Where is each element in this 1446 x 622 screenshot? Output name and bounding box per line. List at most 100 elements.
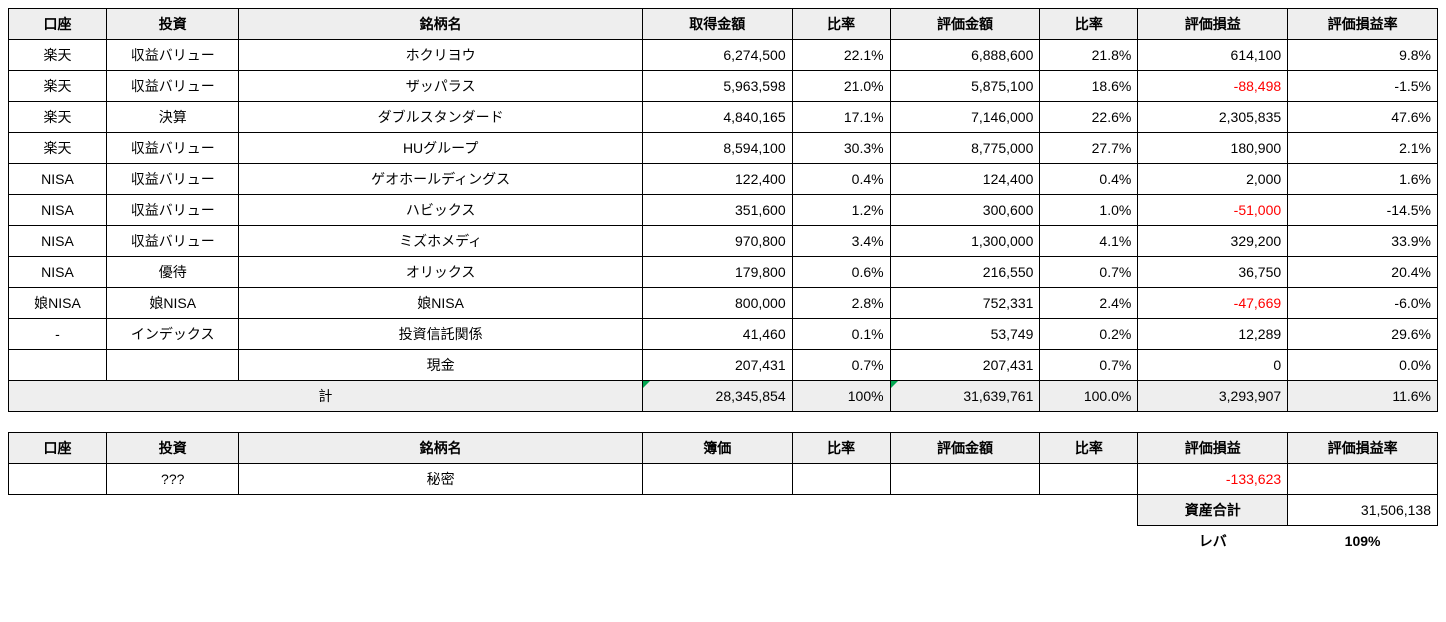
table-row: 楽天収益バリューホクリヨウ6,274,50022.1%6,888,60021.8… bbox=[9, 40, 1438, 71]
cell-value: 124,400 bbox=[890, 164, 1040, 195]
th-cost-ratio: 比率 bbox=[792, 9, 890, 40]
th-value-ratio: 比率 bbox=[1040, 9, 1138, 40]
asset-total-label: 資産合計 bbox=[1138, 495, 1288, 526]
total-value-ratio: 100.0% bbox=[1040, 381, 1138, 412]
table1-header-row: 口座 投資 銘柄名 取得金額 比率 評価金額 比率 評価損益 評価損益率 bbox=[9, 9, 1438, 40]
cell-account: NISA bbox=[9, 257, 107, 288]
asset-total-value: 31,506,138 bbox=[1288, 495, 1438, 526]
cell-name: 投資信託関係 bbox=[239, 319, 642, 350]
cell-value: 216,550 bbox=[890, 257, 1040, 288]
cell-account bbox=[9, 350, 107, 381]
cell-value: 6,888,600 bbox=[890, 40, 1040, 71]
cell-cost-ratio: 21.0% bbox=[792, 71, 890, 102]
cell-cost-ratio: 0.6% bbox=[792, 257, 890, 288]
summary-asset-row: 資産合計 31,506,138 bbox=[9, 495, 1438, 526]
cell-strategy: 収益バリュー bbox=[106, 133, 239, 164]
cell-cost-ratio: 0.1% bbox=[792, 319, 890, 350]
cell-plrate: 33.9% bbox=[1288, 226, 1438, 257]
cell-plrate: -14.5% bbox=[1288, 195, 1438, 226]
table-row: 楽天収益バリューザッパラス5,963,59821.0%5,875,10018.6… bbox=[9, 71, 1438, 102]
cell-account: 楽天 bbox=[9, 133, 107, 164]
total-cost-ratio: 100% bbox=[792, 381, 890, 412]
cell-strategy: 収益バリュー bbox=[106, 40, 239, 71]
t2-value-ratio bbox=[1040, 464, 1138, 495]
cell-account: 娘NISA bbox=[9, 288, 107, 319]
cell-pl: -47,669 bbox=[1138, 288, 1288, 319]
cell-cost: 970,800 bbox=[642, 226, 792, 257]
total-plrate: 11.6% bbox=[1288, 381, 1438, 412]
table2-header-row: 口座 投資 銘柄名 簿価 比率 評価金額 比率 評価損益 評価損益率 bbox=[9, 433, 1438, 464]
th-pl: 評価損益 bbox=[1138, 9, 1288, 40]
cell-pl: -88,498 bbox=[1138, 71, 1288, 102]
table2-row: ??? 秘密 -133,623 bbox=[9, 464, 1438, 495]
cell-strategy: 収益バリュー bbox=[106, 226, 239, 257]
cell-name: ミズホメディ bbox=[239, 226, 642, 257]
cell-plrate: 9.8% bbox=[1288, 40, 1438, 71]
th-cost: 取得金額 bbox=[642, 9, 792, 40]
th2-strategy: 投資 bbox=[106, 433, 239, 464]
cell-name: ハビックス bbox=[239, 195, 642, 226]
cell-value: 1,300,000 bbox=[890, 226, 1040, 257]
th2-cost: 簿価 bbox=[642, 433, 792, 464]
portfolio-table-1: 口座 投資 銘柄名 取得金額 比率 評価金額 比率 評価損益 評価損益率 楽天収… bbox=[8, 8, 1438, 412]
table-row: NISA収益バリューハビックス351,6001.2%300,6001.0%-51… bbox=[9, 195, 1438, 226]
cell-value-ratio: 1.0% bbox=[1040, 195, 1138, 226]
cell-value-ratio: 21.8% bbox=[1040, 40, 1138, 71]
cell-pl: 12,289 bbox=[1138, 319, 1288, 350]
th2-account: 口座 bbox=[9, 433, 107, 464]
total-cost: 28,345,854 bbox=[642, 381, 792, 412]
cell-account: NISA bbox=[9, 164, 107, 195]
cell-strategy: 収益バリュー bbox=[106, 71, 239, 102]
t2-plrate bbox=[1288, 464, 1438, 495]
t2-cost-ratio bbox=[792, 464, 890, 495]
cell-strategy: 優待 bbox=[106, 257, 239, 288]
cell-strategy: 決算 bbox=[106, 102, 239, 133]
cell-pl: 614,100 bbox=[1138, 40, 1288, 71]
total-value: 31,639,761 bbox=[890, 381, 1040, 412]
cell-plrate: -6.0% bbox=[1288, 288, 1438, 319]
table-row: NISA優待オリックス179,8000.6%216,5500.7%36,7502… bbox=[9, 257, 1438, 288]
cell-cost: 122,400 bbox=[642, 164, 792, 195]
cell-plrate: 1.6% bbox=[1288, 164, 1438, 195]
cell-cost: 351,600 bbox=[642, 195, 792, 226]
cell-plrate: -1.5% bbox=[1288, 71, 1438, 102]
cell-value-ratio: 4.1% bbox=[1040, 226, 1138, 257]
cell-name: ホクリヨウ bbox=[239, 40, 642, 71]
table-row: NISA収益バリューミズホメディ970,8003.4%1,300,0004.1%… bbox=[9, 226, 1438, 257]
cell-value-ratio: 0.2% bbox=[1040, 319, 1138, 350]
th2-cost-ratio: 比率 bbox=[792, 433, 890, 464]
cell-cost-ratio: 0.7% bbox=[792, 350, 890, 381]
cell-cost: 179,800 bbox=[642, 257, 792, 288]
cell-cost: 8,594,100 bbox=[642, 133, 792, 164]
cell-cost: 41,460 bbox=[642, 319, 792, 350]
cell-name: ゲオホールディングス bbox=[239, 164, 642, 195]
cell-account: NISA bbox=[9, 226, 107, 257]
portfolio-table-2: 口座 投資 銘柄名 簿価 比率 評価金額 比率 評価損益 評価損益率 ??? 秘… bbox=[8, 432, 1438, 556]
cell-cost-ratio: 2.8% bbox=[792, 288, 890, 319]
table-row: 娘NISA娘NISA娘NISA800,0002.8%752,3312.4%-47… bbox=[9, 288, 1438, 319]
th2-plrate: 評価損益率 bbox=[1288, 433, 1438, 464]
cell-name: ザッパラス bbox=[239, 71, 642, 102]
table-row: 現金207,4310.7%207,4310.7%00.0% bbox=[9, 350, 1438, 381]
cell-pl: 36,750 bbox=[1138, 257, 1288, 288]
table-row: NISA収益バリューゲオホールディングス122,4000.4%124,4000.… bbox=[9, 164, 1438, 195]
cell-pl: 180,900 bbox=[1138, 133, 1288, 164]
total-label: 計 bbox=[9, 381, 643, 412]
cell-value: 300,600 bbox=[890, 195, 1040, 226]
cell-plrate: 2.1% bbox=[1288, 133, 1438, 164]
t2-cost bbox=[642, 464, 792, 495]
th-plrate: 評価損益率 bbox=[1288, 9, 1438, 40]
th-account: 口座 bbox=[9, 9, 107, 40]
cell-value: 8,775,000 bbox=[890, 133, 1040, 164]
cell-value: 752,331 bbox=[890, 288, 1040, 319]
cell-cost: 207,431 bbox=[642, 350, 792, 381]
total-pl: 3,293,907 bbox=[1138, 381, 1288, 412]
cell-value-ratio: 18.6% bbox=[1040, 71, 1138, 102]
cell-account: 楽天 bbox=[9, 71, 107, 102]
cell-value-ratio: 22.6% bbox=[1040, 102, 1138, 133]
cell-value-ratio: 0.4% bbox=[1040, 164, 1138, 195]
t2-account bbox=[9, 464, 107, 495]
cell-account: - bbox=[9, 319, 107, 350]
table-row: 楽天収益バリューHUグループ8,594,10030.3%8,775,00027.… bbox=[9, 133, 1438, 164]
lever-label: レバ bbox=[1138, 526, 1288, 557]
